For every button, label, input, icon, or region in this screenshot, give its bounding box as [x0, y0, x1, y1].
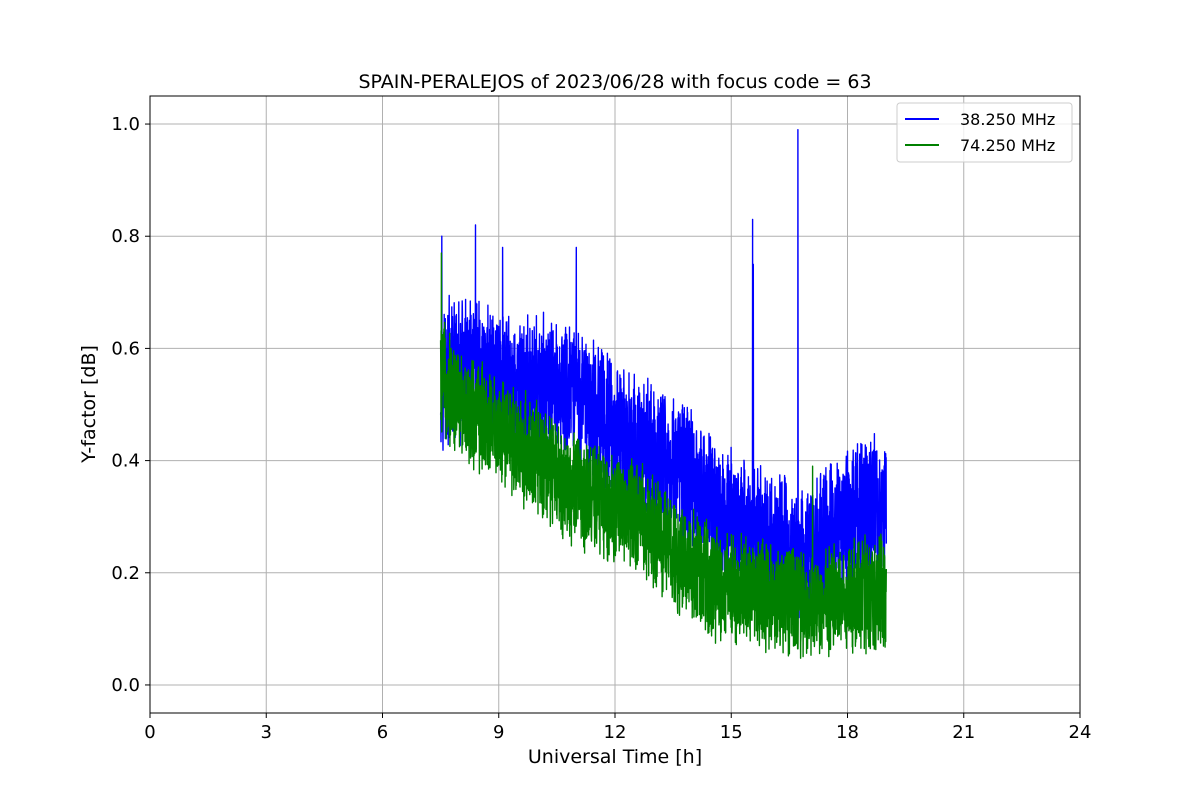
chart-title: SPAIN-PERALEJOS of 2023/06/28 with focus… [358, 71, 871, 93]
y-tick-label: 1.0 [111, 114, 140, 135]
x-tick-label: 18 [836, 722, 859, 743]
x-tick-label: 6 [377, 722, 388, 743]
y-tick-label: 0.2 [111, 563, 140, 584]
series-line-1 [439, 252, 887, 659]
legend-label-38250: 38.250 MHz [960, 110, 1055, 129]
legend-box [896, 102, 1073, 163]
legend: 38.250 MHz 74.250 MHz [896, 102, 1073, 163]
x-tick-label: 15 [720, 722, 743, 743]
x-tick-label: 9 [493, 722, 504, 743]
y-tick-label: 0.6 [111, 338, 140, 359]
x-tick-label: 3 [261, 722, 272, 743]
y-tick-label: 0.0 [111, 675, 140, 696]
ticks: 0 3 6 9 12 15 18 21 24 0.0 0.2 0.4 0.6 0.8 1.0 [111, 114, 1091, 743]
x-tick-label: 24 [1069, 722, 1092, 743]
x-tick-label: 12 [604, 722, 627, 743]
legend-label-74250: 74.250 MHz [960, 136, 1055, 155]
x-axis-label: Universal Time [h] [528, 746, 702, 768]
y-tick-label: 0.8 [111, 226, 140, 247]
y-tick-label: 0.4 [111, 451, 140, 472]
x-tick-label: 21 [952, 722, 975, 743]
series-layer [439, 129, 887, 659]
x-tick-label: 0 [144, 722, 155, 743]
y-axis-label: Y-factor [dB] [78, 345, 100, 464]
